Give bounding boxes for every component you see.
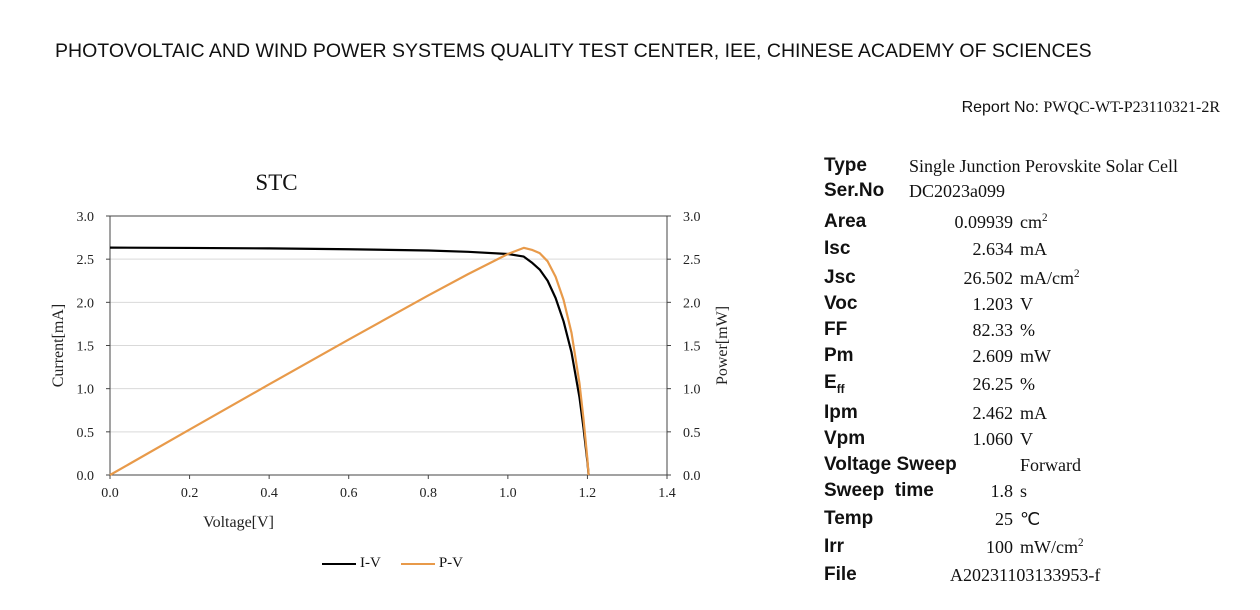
legend-swatch-pv: [400, 562, 435, 565]
spec-value-file: A20231103133953-f: [950, 565, 1101, 585]
x-tick-label-6: 1.2: [579, 486, 597, 501]
spec-label-area: Area: [824, 211, 867, 232]
x-tick-label-7: 1.4: [658, 486, 676, 501]
series-line-i-v: [109, 246, 590, 476]
spec-unit-irr: mW/cm2: [1020, 537, 1084, 557]
spec-unit-voc: V: [1020, 294, 1033, 314]
spec-value-type: Single Junction Perovskite Solar Cell: [909, 156, 1178, 176]
spec-unit-ipm: mA: [1020, 403, 1047, 423]
spec-unit-vpm: V: [1020, 429, 1033, 449]
spec-value-sweep: Forward: [1020, 455, 1081, 475]
legend-item-pv: P-V: [400, 555, 463, 572]
spec-label-type: Type: [824, 155, 867, 176]
chart-title: STC: [255, 170, 297, 195]
spec-value-serno: DC2023a099: [909, 181, 1005, 201]
spec-value-temp: 25: [995, 509, 1013, 529]
spec-label-jsc: Jsc: [824, 267, 856, 288]
y-tick-label-4: 2.0: [77, 296, 95, 311]
chart-legend: I-V P-V: [322, 555, 483, 572]
spec-label-irr: Irr: [824, 536, 845, 557]
spec-value-isc: 2.634: [972, 239, 1014, 259]
x-tick-label-0: 0.0: [101, 486, 119, 501]
spec-label-isc: Isc: [824, 238, 851, 259]
spec-value-sweeptime: 1.8: [990, 481, 1014, 501]
series-line-p-v: [109, 246, 590, 476]
spec-label-eff: Eff: [824, 372, 845, 396]
y2-tick-label-1: 0.5: [683, 426, 701, 441]
y-axis-label: Current[mA]: [50, 304, 67, 388]
spec-label-vpm: Vpm: [824, 428, 866, 449]
spec-value-ff: 82.33: [972, 320, 1014, 340]
page-title: PHOTOVOLTAIC AND WIND POWER SYSTEMS QUAL…: [55, 40, 1092, 62]
spec-value-voc: 1.203: [972, 294, 1014, 314]
y2-tick-label-6: 3.0: [683, 210, 701, 225]
legend-label-iv: I-V: [360, 555, 381, 571]
spec-value-pm: 2.609: [972, 346, 1014, 366]
y-tick-label-5: 2.5: [77, 253, 95, 268]
spec-label-ipm: Ipm: [824, 402, 858, 423]
spec-unit-area: cm2: [1020, 212, 1048, 232]
spec-value-vpm: 1.060: [972, 429, 1014, 449]
report-number-value: PWQC-WT-P23110321-2R: [1043, 99, 1220, 116]
spec-unit-isc: mA: [1020, 239, 1047, 259]
y-tick-label-1: 0.5: [77, 426, 95, 441]
spec-label-file: File: [824, 564, 857, 585]
y-tick-label-2: 1.0: [77, 383, 95, 398]
legend-swatch-iv: [322, 562, 356, 565]
spec-label-ff: FF: [824, 319, 848, 340]
spec-value-area: 0.09939: [954, 212, 1014, 232]
x-tick-label-5: 1.0: [499, 486, 517, 501]
y2-tick-label-2: 1.0: [683, 383, 701, 398]
spec-label-sweeptime: Sweep time: [824, 480, 934, 501]
y2-tick-label-5: 2.5: [683, 253, 701, 268]
spec-label-temp: Temp: [824, 508, 874, 529]
spec-unit-sweeptime: s: [1020, 481, 1028, 501]
report-number: Report No: PWQC-WT-P23110321-2R: [962, 99, 1220, 117]
y2-axis-label: Power[mW]: [714, 306, 731, 385]
y2-tick-label-4: 2.0: [683, 296, 701, 311]
x-tick-label-1: 0.2: [181, 486, 199, 501]
spec-label-pm: Pm: [824, 345, 854, 366]
spec-unit-jsc: mA/cm2: [1020, 268, 1080, 288]
x-axis-label: Voltage[V]: [203, 514, 274, 531]
spec-unit-eff: %: [1020, 374, 1035, 394]
spec-value-irr: 100: [986, 537, 1013, 557]
spec-label-sweep: Voltage Sweep: [824, 454, 957, 475]
report-number-label: Report No:: [961, 99, 1039, 116]
x-tick-label-3: 0.6: [340, 486, 358, 501]
spec-label-serno: Ser.No: [824, 180, 885, 201]
x-tick-label-4: 0.8: [420, 486, 438, 501]
iv-pv-chart: 0.0 0.2 0.4 0.6 0.8 1.0 1.2 1.4 0.0 0.5 1.0 1.5 2.0 2…: [50, 170, 731, 531]
y-tick-label-6: 3.0: [77, 210, 95, 225]
spec-value-jsc: 26.502: [963, 268, 1014, 288]
spec-unit-temp: ℃: [1020, 509, 1041, 529]
spec-unit-ff: %: [1020, 320, 1035, 340]
y-tick-label-3: 1.5: [77, 340, 95, 355]
y2-tick-label-3: 1.5: [683, 340, 701, 355]
spec-label-voc: Voc: [824, 293, 858, 314]
legend-item-iv: I-V: [322, 555, 381, 572]
y-tick-label-0: 0.0: [77, 469, 95, 484]
spec-value-ipm: 2.462: [972, 403, 1014, 423]
y2-tick-label-0: 0.0: [683, 469, 701, 484]
spec-unit-pm: mW: [1020, 346, 1051, 366]
x-tick-label-2: 0.4: [260, 486, 278, 501]
spec-value-eff: 26.25: [972, 374, 1014, 394]
legend-label-pv: P-V: [438, 555, 463, 571]
